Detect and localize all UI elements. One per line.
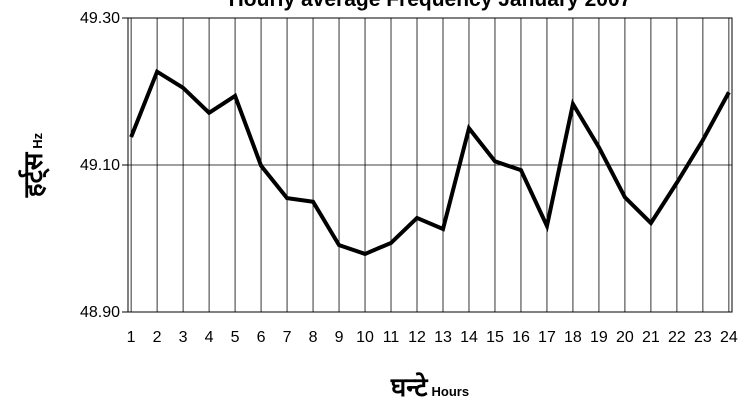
x-tick-label: 13 [434,329,452,346]
x-tick-label: 1 [127,329,136,346]
x-tick-label: 3 [179,329,188,346]
x-tick-label: 23 [694,329,712,346]
x-tick-label: 17 [538,329,556,346]
y-tick-label: 48.90 [80,304,120,321]
x-tick-label: 22 [668,329,686,346]
x-tick-label: 14 [460,329,478,346]
x-tick-label: 7 [283,329,292,346]
x-axis-label-english: Hours [432,384,470,399]
y-axis-label: हर्ट्स Hz [18,132,50,198]
x-tick-label: 20 [616,329,634,346]
x-tick-label: 5 [231,329,240,346]
x-tick-label: 8 [309,329,318,346]
x-tick-label: 15 [486,329,504,346]
y-tick-label: 49.10 [80,157,120,174]
x-tick-label: 12 [408,329,426,346]
x-tick-label: 4 [205,329,214,346]
x-tick-label: 16 [512,329,530,346]
x-tick-label: 11 [383,329,400,346]
y-axis-label-hindi: हर्ट्स [18,151,50,198]
x-tick-label: 10 [356,329,374,346]
x-tick-label: 18 [564,329,582,346]
x-tick-label: 2 [153,329,162,346]
x-tick-label: 9 [335,329,344,346]
y-tick-label: 49.30 [80,10,120,27]
chart-title: Hourly average Frequency January 2007 [229,0,632,11]
x-tick-label: 6 [257,329,266,346]
series-line [129,68,731,257]
x-axis-label: घन्टे Hours [390,372,469,402]
x-axis-label-hindi: घन्टे [390,372,429,402]
y-axis-label-english: Hz [30,132,45,148]
x-tick-label: 24 [720,329,738,346]
x-tick-label: 21 [642,329,660,346]
x-tick-label: 19 [590,329,608,346]
